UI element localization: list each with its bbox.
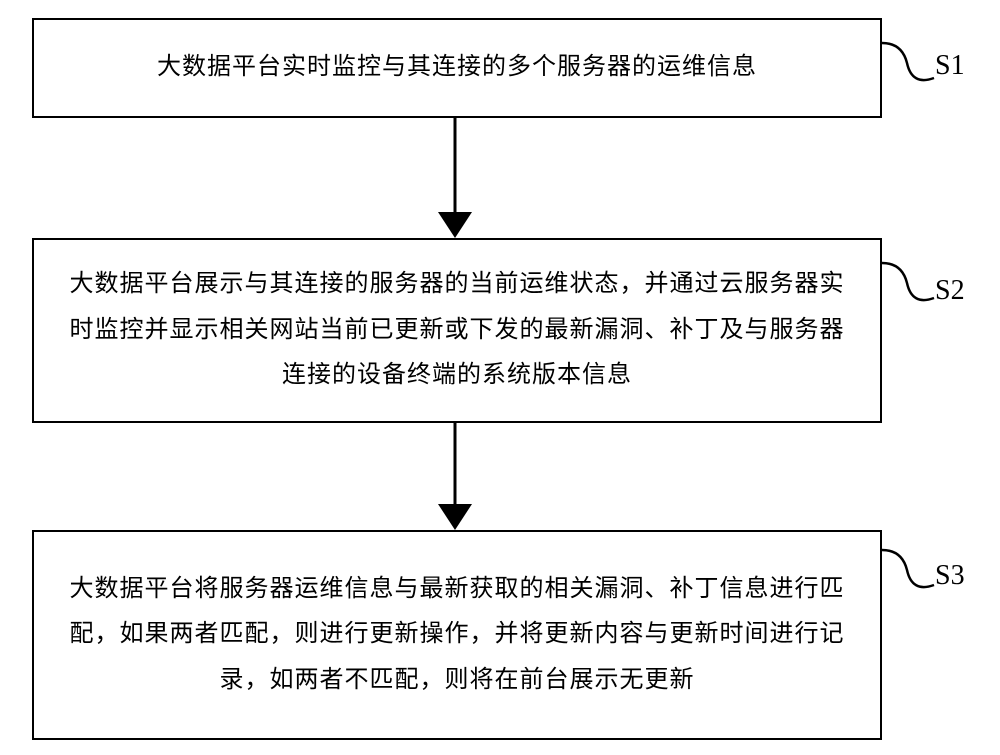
bracket-s2 <box>882 258 937 318</box>
step-label-s3: S3 <box>935 560 965 592</box>
step-text-s1: 大数据平台实时监控与其连接的多个服务器的运维信息 <box>157 45 757 91</box>
step-label-s2: S2 <box>935 275 965 307</box>
step-label-s1: S1 <box>935 50 965 82</box>
diagram-canvas: 大数据平台实时监控与其连接的多个服务器的运维信息 S1 大数据平台展示与其连接的… <box>0 0 1000 755</box>
bracket-s1 <box>882 38 937 98</box>
step-box-s2: 大数据平台展示与其连接的服务器的当前运维状态，并通过云服务器实时监控并显示相关网… <box>32 238 882 423</box>
bracket-s3 <box>882 545 937 605</box>
step-text-s3: 大数据平台将服务器运维信息与最新获取的相关漏洞、补丁信息进行匹配，如果两者匹配，… <box>64 567 850 704</box>
step-text-s2: 大数据平台展示与其连接的服务器的当前运维状态，并通过云服务器实时监控并显示相关网… <box>64 262 850 399</box>
arrow-s1-s2 <box>420 118 490 238</box>
step-box-s1: 大数据平台实时监控与其连接的多个服务器的运维信息 <box>32 18 882 118</box>
arrow-s2-s3 <box>420 423 490 530</box>
step-box-s3: 大数据平台将服务器运维信息与最新获取的相关漏洞、补丁信息进行匹配，如果两者匹配，… <box>32 530 882 740</box>
